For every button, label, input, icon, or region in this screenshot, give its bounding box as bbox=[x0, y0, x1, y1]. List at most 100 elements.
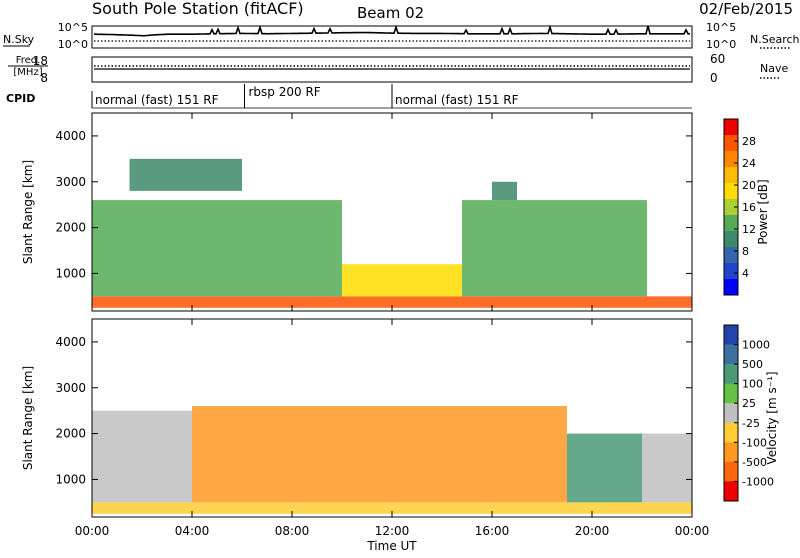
colorbar-tick-label: 25 bbox=[742, 397, 756, 410]
noise-right-tick-top: 10^5 bbox=[706, 21, 736, 34]
nave-tick-bottom: 0 bbox=[710, 71, 718, 85]
colorbar-tick-label: 500 bbox=[742, 358, 763, 371]
station-title: South Pole Station (fitACF) bbox=[92, 0, 304, 18]
noise-panel-frame bbox=[91, 25, 693, 49]
power-colorbar: 28 24 20 16 12 8 4 bbox=[723, 118, 756, 296]
colorbar-tick-label: 1000 bbox=[742, 339, 770, 352]
cpid-segment-label: normal (fast) 151 RF bbox=[395, 93, 519, 107]
y-tick-label: 2000 bbox=[55, 221, 86, 235]
colorbar-tick-label: 100 bbox=[742, 378, 763, 391]
velocity-colorbar-label: Velocity [m s⁻¹] bbox=[765, 371, 779, 464]
colorbar-frame bbox=[723, 324, 739, 502]
colorbar-swatch bbox=[724, 442, 738, 463]
colorbar-swatch bbox=[724, 279, 738, 296]
x-tick-label: 12:00 bbox=[375, 524, 410, 538]
freq-tick-top: 18 bbox=[33, 54, 48, 68]
noise-panel: N.Sky N.Search 10^5 10^0 10^5 10^0 bbox=[3, 21, 800, 51]
nsearch-label: N.Search bbox=[750, 33, 800, 46]
colorbar-tick-label: 4 bbox=[742, 267, 749, 280]
heatmap-region bbox=[567, 433, 642, 503]
x-tick-label: 00:00 bbox=[75, 524, 110, 538]
heatmap-region bbox=[92, 502, 692, 514]
time-axis-labels: 00:00 04:00 08:00 12:00 16:00 20:00 00:00 bbox=[75, 524, 710, 538]
y-tick-label: 4000 bbox=[55, 335, 86, 349]
nsky-label: N.Sky bbox=[3, 33, 35, 46]
colorbar-tick-label: 16 bbox=[742, 201, 756, 214]
power-data-cells bbox=[92, 158, 692, 308]
heatmap-region bbox=[129, 158, 242, 191]
colorbar-tick-label: -500 bbox=[742, 456, 767, 469]
x-axis-label: Time UT bbox=[366, 539, 417, 553]
colorbar-tick-label: -25 bbox=[742, 417, 760, 430]
heatmap-region bbox=[442, 406, 567, 503]
noise-left-tick-bottom: 10^0 bbox=[58, 38, 88, 51]
colorbar-swatch bbox=[724, 247, 738, 264]
colorbar-swatch bbox=[724, 344, 738, 365]
colorbar-swatch bbox=[724, 383, 738, 404]
nave-tick-top: 60 bbox=[710, 52, 725, 66]
y-tick-label: 2000 bbox=[55, 427, 86, 441]
cpid-label: CPID bbox=[6, 92, 35, 105]
heatmap-region bbox=[92, 200, 342, 297]
colorbar-swatch bbox=[724, 151, 738, 168]
date-label: 02/Feb/2015 bbox=[699, 0, 793, 18]
beam-label: Beam 02 bbox=[357, 4, 424, 22]
nave-label: Nave bbox=[760, 62, 788, 75]
colorbar-swatch bbox=[724, 461, 738, 482]
colorbar-swatch bbox=[724, 199, 738, 216]
colorbar-tick-label: 8 bbox=[742, 245, 749, 258]
colorbar-swatch bbox=[724, 364, 738, 385]
cpid-segments: normal (fast) 151 RF rbsp 200 RF normal (f… bbox=[95, 84, 519, 108]
velocity-y-axis-label: Slant Range [km] bbox=[21, 366, 35, 470]
y-tick-label: 3000 bbox=[55, 381, 86, 395]
colorbar-swatch bbox=[724, 215, 738, 232]
colorbar-swatch bbox=[724, 119, 738, 136]
x-tick-label: 08:00 bbox=[275, 524, 310, 538]
heatmap-region bbox=[92, 296, 692, 308]
x-tick-label: 20:00 bbox=[575, 524, 610, 538]
colorbar-tick-label: 12 bbox=[742, 223, 756, 236]
power-x-ticks bbox=[91, 113, 693, 311]
heatmap-region bbox=[462, 200, 647, 297]
velocity-colorbar: 1000 500 100 25 -25 -100 -500 -1000 bbox=[723, 324, 774, 502]
colorbar-tick-label: -100 bbox=[742, 436, 767, 449]
power-panel: 4000 3000 2000 1000 Slant Range [km] 28 24 20… bbox=[21, 112, 770, 312]
colorbar-swatch bbox=[724, 183, 738, 200]
y-tick-label: 4000 bbox=[55, 129, 86, 143]
colorbar-swatch bbox=[724, 167, 738, 184]
freq-unit-label: [MHz] bbox=[13, 67, 42, 78]
nsky-series-line bbox=[94, 24, 690, 37]
colorbar-swatch bbox=[724, 231, 738, 248]
colorbar-tick-label: 28 bbox=[742, 135, 756, 148]
velocity-data-cells bbox=[92, 406, 692, 514]
colorbar-swatch bbox=[724, 263, 738, 280]
heatmap-region bbox=[192, 406, 442, 503]
heatmap-region bbox=[342, 264, 462, 297]
colorbar-tick-label: 20 bbox=[742, 179, 756, 192]
power-colorbar-label: Power [dB] bbox=[756, 179, 770, 244]
noise-right-tick-bottom: 10^0 bbox=[706, 38, 736, 51]
heatmap-region bbox=[92, 410, 192, 503]
noise-left-tick-top: 10^5 bbox=[58, 21, 88, 34]
velocity-y-axis: 4000 3000 2000 1000 bbox=[55, 335, 692, 486]
freq-label: Freq. bbox=[16, 55, 41, 66]
velocity-x-ticks bbox=[91, 319, 693, 517]
frequency-panel: Freq. [MHz] Nave 18 8 60 0 bbox=[8, 52, 788, 85]
velocity-panel: 4000 3000 2000 1000 Slant Range [km] 1000 50… bbox=[21, 318, 779, 518]
x-tick-label: 16:00 bbox=[475, 524, 510, 538]
cpid-segment-label: rbsp 200 RF bbox=[249, 85, 321, 99]
colorbar-swatch bbox=[724, 325, 738, 346]
power-y-axis-label: Slant Range [km] bbox=[21, 160, 35, 264]
y-tick-label: 3000 bbox=[55, 175, 86, 189]
colorbar-tick-label: -1000 bbox=[742, 475, 774, 488]
freq-tick-bottom: 8 bbox=[40, 71, 48, 85]
y-tick-label: 1000 bbox=[55, 472, 86, 486]
colorbar-swatch bbox=[724, 403, 738, 424]
colorbar-swatch bbox=[724, 422, 738, 443]
y-tick-label: 1000 bbox=[55, 266, 86, 280]
power-y-axis: 4000 3000 2000 1000 bbox=[55, 129, 692, 280]
colorbar-tick-label: 24 bbox=[742, 157, 756, 170]
colorbar-swatch bbox=[724, 481, 738, 502]
frequency-panel-frame bbox=[91, 56, 693, 83]
